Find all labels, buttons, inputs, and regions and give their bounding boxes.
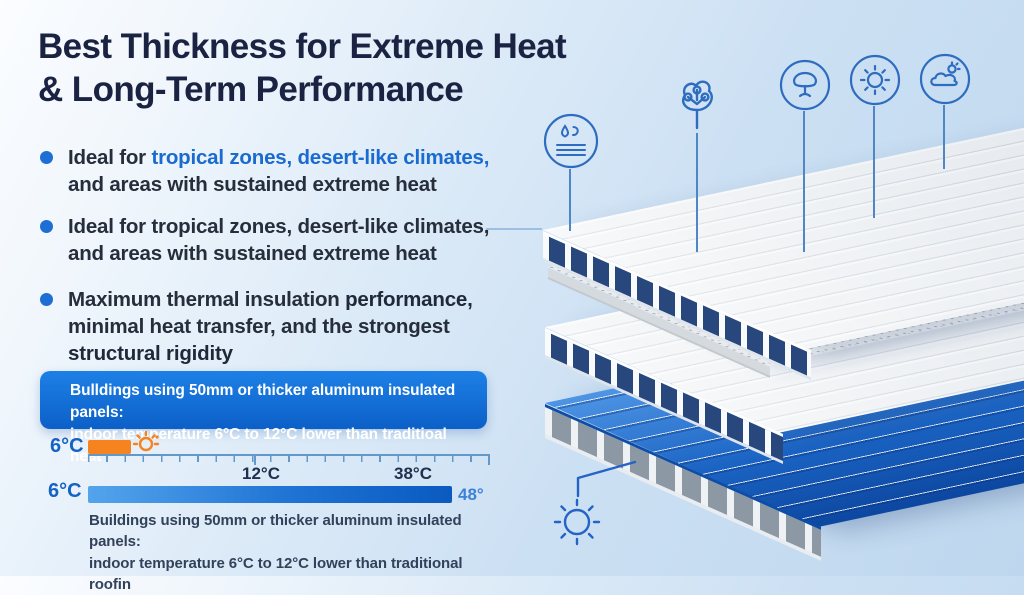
highlight-banner: Bulldings using 50mm or thicker aluminum… [40,371,487,465]
bullet-dot [40,293,53,306]
bullet-text-3: Maximum thermal insulation performance, … [68,286,473,367]
sun-icon [849,54,901,106]
bullet-text-1: Ideal for tropical zones, desert-like cl… [68,144,489,198]
bullet3-bold1: performance, [345,288,473,311]
bar-end-value: 48° [458,485,484,504]
bullet1-prefix: Ideal for [68,146,152,169]
bullet-dot [40,220,53,233]
footer-line1: Buildings using 50mm or thicker aluminum… [89,512,462,551]
bullet2-line1: Ideal for tropical zones, desert-like cl… [68,215,490,238]
tree-icon [779,59,831,111]
bullet1-rest: and areas with sustained extreme heat [68,173,437,197]
annotation-line-3 [803,111,805,252]
tick-label-38c: 38°C [394,464,432,483]
annotation-line-5 [943,105,945,169]
bullet-text-2: Ideal for tropical zones, desert-like cl… [68,213,489,267]
temp-label-bottom: 6°C [48,480,82,502]
ruler-tick-major [254,454,256,465]
sun-exposure-icon [553,460,637,546]
bullet2-connector-line [486,228,542,230]
sprout-icon [682,80,713,130]
annotation-line-4 [873,106,875,218]
bullet-item-1: Ideal for tropical zones, desert-like cl… [40,144,510,198]
sun-icon-orange [132,430,160,452]
temperature-ruler [88,454,490,465]
page-title: Best Thickness for Extreme Heat & Long-T… [38,26,658,111]
moisture-evaporation-icon [543,113,599,169]
cloud-sun-icon [919,53,971,105]
title-line1: Best Thickness for Extreme Heat [38,27,567,66]
bullet-dot [40,151,53,164]
bullet1-highlight: tropical zones, desert-like climates, [151,146,490,169]
temp-label-top: 6°C [50,435,84,457]
bullet3-text1: Maximum thermal insulation [68,288,346,311]
ruler-tick-major [488,454,490,465]
banner-line1: Bulldings using 50mm or thicker aluminum… [70,382,456,421]
blue-temp-bar [88,486,452,503]
bullet-item-2: Ideal for tropical zones, desert-like cl… [40,213,510,267]
footer-line2: indoor temperature 6°C to 12°C lower tha… [89,554,463,593]
tick-label-12c: 12°C [242,464,280,483]
bullet-item-3: Maximum thermal insulation performance, … [40,286,510,367]
annotation-line-2 [696,133,698,252]
bullet2-line2: and areas with sustained extreme heat [68,242,437,266]
title-line2: & Long-Term Performance [38,69,464,109]
footer-note: Buildings using 50mm or thicker aluminum… [89,510,489,595]
bullet3-text2: minimal heat transfer, and the strongest [68,315,450,339]
annotation-line-1 [569,169,571,231]
bullet3-bold2: structural rigidity [68,342,233,366]
orange-temp-bar [88,440,131,454]
